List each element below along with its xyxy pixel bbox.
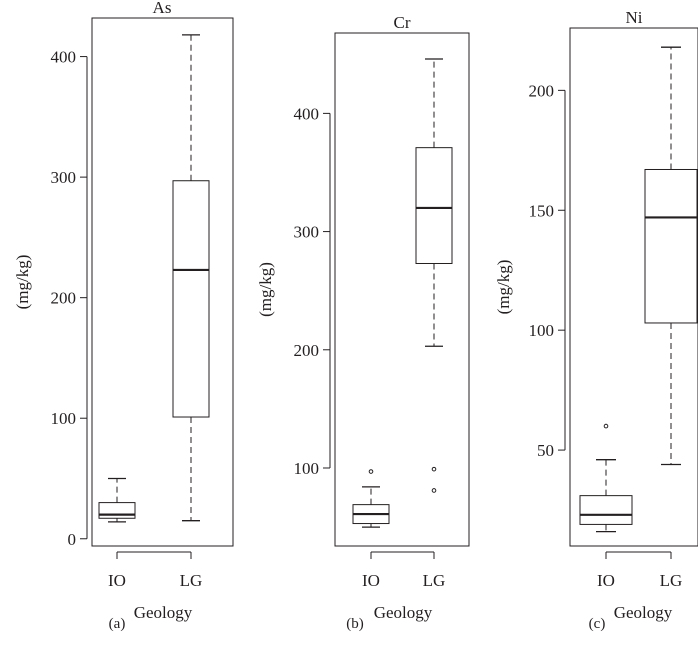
panel-title: Cr [394, 13, 411, 32]
box-io [98, 477, 136, 523]
chart-panel-as: As 0 100 200 300 400 (mg/kg) IO LG Geology (a) [13, 0, 234, 632]
box-iqr [644, 168, 698, 324]
y-tick-label: 50 [537, 441, 554, 460]
outlier-point [431, 466, 437, 472]
x-tick-label: IO [597, 571, 615, 590]
panel-label: (a) [109, 616, 126, 632]
y-tick-label: 400 [51, 48, 77, 67]
panel-title: Ni [626, 8, 643, 27]
y-axis-label: (mg/kg) [13, 255, 32, 310]
chart-panel-ni: Ni 50 100 150 200 (mg/kg) IO LG Geology (c) [494, 8, 698, 632]
plot-frame [569, 27, 698, 547]
x-tick-label: LG [423, 571, 446, 590]
x-tick-label: LG [180, 571, 203, 590]
y-tick-label: 300 [294, 223, 320, 242]
box-iqr [172, 180, 210, 418]
y-tick-label: 0 [68, 530, 77, 549]
panel-title: As [153, 0, 172, 17]
y-tick-label: 200 [529, 81, 555, 100]
y-tick-label: 150 [529, 201, 555, 220]
box-lg [172, 34, 210, 522]
box-iqr [98, 502, 136, 519]
outlier-point [603, 423, 609, 429]
panel-label: (c) [589, 616, 606, 632]
x-axis-label: Geology [374, 603, 433, 622]
box-iqr [415, 147, 453, 264]
y-tick-label: 200 [294, 341, 320, 360]
box-lg [644, 46, 698, 466]
y-tick-label: 100 [51, 409, 77, 428]
panel-label: (b) [346, 616, 364, 632]
box-io [352, 469, 390, 528]
y-tick-label: 100 [529, 321, 555, 340]
y-tick-label: 100 [294, 459, 320, 478]
outlier-point [368, 469, 374, 474]
plot-frame [91, 17, 234, 547]
box-lg [415, 58, 453, 493]
box-iqr [579, 495, 633, 525]
y-axis-label: (mg/kg) [256, 262, 275, 317]
box-io [579, 423, 633, 533]
x-tick-label: IO [362, 571, 380, 590]
plot-frame [334, 32, 470, 547]
y-tick-label: 300 [51, 168, 77, 187]
x-tick-label: LG [660, 571, 683, 590]
x-axis-label: Geology [614, 603, 673, 622]
y-axis-label: (mg/kg) [494, 260, 513, 315]
x-axis-label: Geology [134, 603, 193, 622]
y-tick-label: 200 [51, 289, 77, 308]
y-tick-label: 400 [294, 104, 320, 123]
outlier-point [431, 488, 437, 493]
chart-panel-cr: Cr 100 200 300 400 (mg/kg) IO LG Geology (b) [256, 13, 470, 632]
x-tick-label: IO [108, 571, 126, 590]
